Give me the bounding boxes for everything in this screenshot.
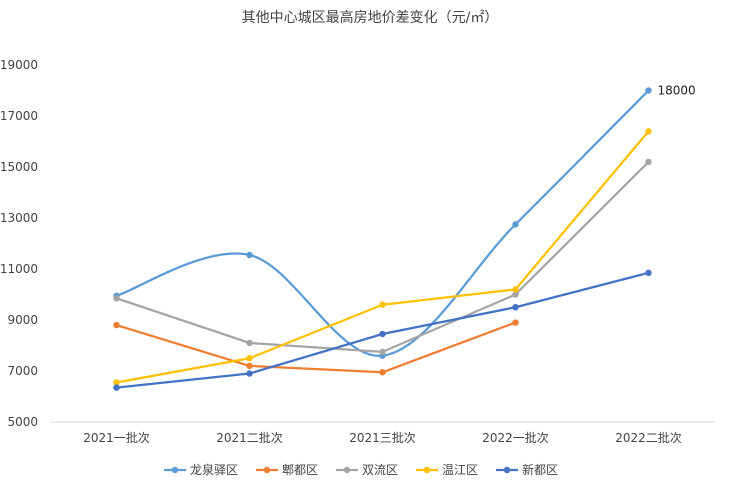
series-line-0 (115, 89, 650, 357)
legend-label: 新都区 (522, 462, 558, 477)
x-tick-label: 2021二批次 (216, 430, 283, 445)
legend-item: 双流区 (336, 463, 398, 477)
legend-swatch-marker (171, 466, 179, 474)
data-point (246, 339, 253, 347)
data-point (512, 304, 519, 311)
legend-item: 新都区 (496, 462, 558, 477)
x-tick-label: 2021三批次 (349, 430, 416, 445)
data-point (512, 319, 519, 326)
data-point (113, 295, 120, 302)
data-point (113, 321, 120, 329)
data-point (246, 355, 253, 362)
data-point (379, 348, 386, 356)
legend-item: 温江区 (416, 463, 478, 477)
legend-label: 双流区 (362, 463, 398, 477)
y-tick-label: 17000 (0, 109, 38, 123)
series-layer (113, 87, 652, 391)
data-point (379, 330, 386, 338)
y-tick-label: 15000 (0, 160, 38, 174)
y-axis: 5000 7000 9000 11000 13000 15000 17000 19000 (0, 58, 38, 429)
data-point (645, 87, 652, 94)
data-point (645, 158, 652, 166)
legend-swatch-marker (503, 466, 511, 474)
legend-item: 龙泉驿区 (164, 463, 238, 477)
legend-label: 龙泉驿区 (190, 463, 238, 477)
data-point (379, 301, 386, 308)
y-tick-label: 7000 (7, 364, 38, 378)
x-axis: 2021一批次 2021二批次 2021三批次 2022一批次 2022二批次 (50, 421, 715, 445)
series-line-1 (115, 321, 517, 374)
legend-item: 郫都区 (256, 462, 318, 477)
data-point (645, 269, 652, 277)
data-point (512, 221, 519, 228)
y-tick-label: 13000 (0, 211, 38, 225)
x-tick-label: 2021一批次 (83, 430, 150, 445)
data-point (246, 251, 253, 259)
y-tick-label: 19000 (0, 58, 38, 72)
data-point (246, 370, 253, 377)
legend: 龙泉驿区 郫都区 双流区 温江区 新都区 (164, 462, 558, 477)
legend-swatch-marker (343, 466, 351, 474)
legend-swatch-marker (423, 466, 431, 474)
y-tick-label: 9000 (7, 313, 38, 327)
data-point (113, 384, 120, 391)
data-label: 18000 (658, 84, 696, 98)
data-point (246, 362, 253, 370)
series-line-3 (115, 130, 650, 384)
data-point (512, 291, 519, 298)
y-tick-label: 11000 (0, 262, 38, 276)
legend-swatch-marker (263, 466, 271, 474)
legend-label: 郫都区 (282, 462, 318, 477)
x-tick-label: 2022一批次 (482, 430, 549, 445)
legend-label: 温江区 (442, 463, 478, 477)
annotation-layer: 18000 (658, 84, 696, 98)
data-point (113, 379, 120, 386)
data-point (379, 369, 386, 376)
chart-title: 其他中心城区最高房地价差变化（元/㎡） (242, 9, 499, 26)
y-tick-label: 5000 (7, 415, 38, 429)
data-point (645, 128, 652, 135)
data-point (512, 286, 519, 293)
series-line-2 (115, 160, 650, 353)
x-tick-label: 2022二批次 (615, 430, 682, 445)
